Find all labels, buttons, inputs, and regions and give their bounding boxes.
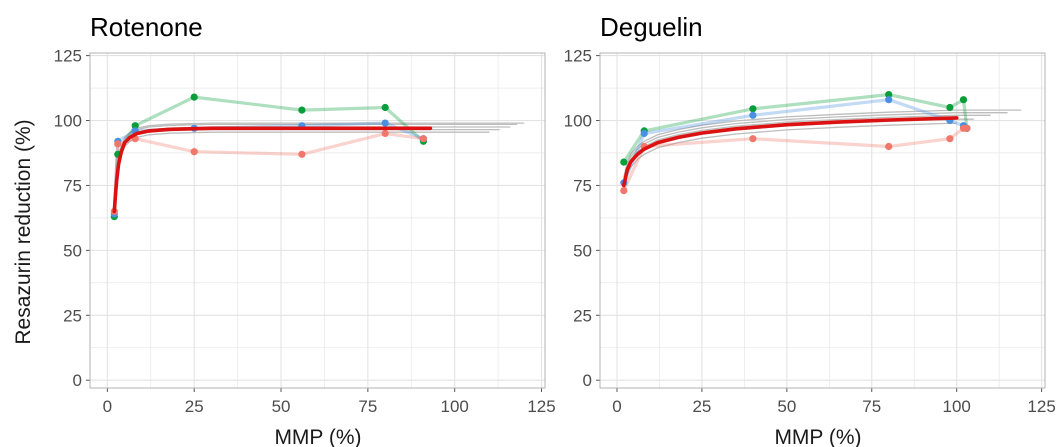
x-tick-label: 100: [441, 397, 469, 416]
data-point: [190, 93, 198, 101]
x-axis-title: MMP (%): [274, 426, 361, 447]
panel-rotenone: Rotenone MMP (%) 0 25 50 75 100 125 0 25 50 75 100…: [54, 12, 556, 447]
data-point: [885, 142, 893, 151]
bootstrap-curve: [113, 123, 518, 208]
panel-border: [599, 52, 1046, 389]
data-point: [959, 96, 968, 104]
y-tick-label: 100: [54, 112, 82, 131]
x-tick-label: 50: [777, 397, 796, 416]
data-point: [640, 129, 648, 138]
bootstrap-curve: [623, 109, 1022, 178]
bootstrap-curve: [113, 126, 511, 211]
x-tick-label: 125: [527, 397, 555, 416]
bootstrap-curve: [623, 112, 1008, 181]
y-tick-label: 75: [573, 176, 592, 195]
data-point: [298, 150, 306, 158]
data-point: [620, 158, 628, 166]
gridlines: [90, 53, 545, 388]
x-tick-label: 125: [1027, 397, 1055, 416]
panel-deguelin: Deguelin MMP (%) 0 25 50 75 100 125 0 25 50 75 100…: [564, 12, 1056, 447]
x-tick-label: 0: [612, 397, 621, 416]
data-point: [114, 140, 122, 148]
y-axis-title: Resazurin reduction (%): [12, 119, 35, 344]
y-tick-label: 50: [573, 241, 592, 260]
x-tick-label: 100: [942, 397, 970, 416]
data-point: [620, 187, 628, 195]
replicate-line: [112, 95, 425, 217]
x-axis-title: MMP (%): [774, 426, 861, 447]
data-point: [419, 135, 427, 143]
data-point: [381, 129, 389, 138]
x-tick-label: 75: [862, 397, 881, 416]
bootstrap-curve: [113, 131, 490, 216]
data-point: [381, 119, 389, 127]
data-point: [190, 148, 198, 156]
panel-title: Deguelin: [600, 12, 703, 42]
y-tick-label: 0: [583, 371, 592, 390]
y-tick-label: 125: [54, 47, 82, 66]
y-tick-label: 75: [63, 176, 82, 195]
x-tick-label: 75: [358, 397, 377, 416]
panel-title: Rotenone: [90, 12, 203, 42]
y-tick-label: 50: [63, 241, 82, 260]
y-tick-label: 25: [63, 306, 82, 325]
replicate-line: [112, 131, 424, 212]
data-point: [298, 106, 306, 114]
bootstrap-curve: [113, 122, 525, 207]
data-point: [885, 91, 893, 99]
fit-curve: [112, 126, 433, 214]
y-tick-label: 25: [573, 306, 592, 325]
x-tick-label: 0: [103, 397, 112, 416]
data-point: [963, 124, 971, 132]
bootstrap-curve: [623, 122, 957, 191]
bootstrap-curve: [113, 128, 500, 213]
data-point: [946, 135, 954, 143]
data-point: [885, 96, 893, 104]
y-tick-label: 125: [564, 47, 592, 66]
data-point: [131, 122, 139, 130]
data-point: [749, 135, 757, 143]
data-point: [749, 105, 757, 113]
gridlines: [600, 53, 1045, 388]
fit-curve: [622, 116, 959, 188]
x-tick-label: 25: [692, 397, 711, 416]
x-tick-label: 25: [185, 397, 204, 416]
y-tick-label: 100: [564, 112, 592, 131]
data-point: [946, 103, 954, 112]
panel-border: [89, 52, 546, 389]
y-tick-label: 0: [73, 371, 82, 390]
data-point: [381, 103, 389, 112]
data-point: [749, 111, 757, 119]
x-tick-label: 50: [272, 397, 291, 416]
